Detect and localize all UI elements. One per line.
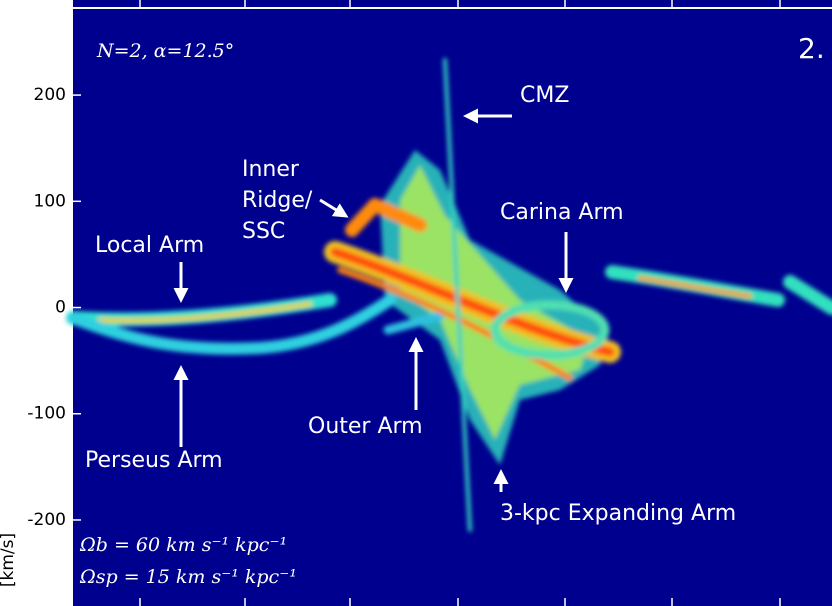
y-tick-label: -100	[27, 404, 66, 424]
y-tick-label: 0	[55, 298, 66, 318]
y-tick-label: 200	[34, 85, 66, 105]
y-tick-label: 100	[34, 191, 66, 211]
chart: [km/s] N=2, α=12.5° 2. CMZ Inner Ridge/ …	[0, 0, 832, 606]
panel-label: 2.	[798, 32, 825, 65]
pattern-speed: Ωb = 60 km s⁻¹ kpc⁻¹	[79, 534, 287, 556]
annotation: CMZ	[520, 83, 569, 108]
annotation: Carina Arm	[500, 200, 624, 225]
y-tick-label: -200	[27, 510, 66, 530]
annotation: Ridge/	[242, 188, 313, 213]
model-params: N=2, α=12.5°	[96, 40, 234, 62]
annotation: SSC	[242, 219, 285, 244]
annotation: Outer Arm	[308, 414, 423, 439]
annotation: Inner	[242, 157, 300, 182]
y-axis-label: [km/s]	[0, 533, 18, 587]
annotation: Local Arm	[95, 233, 204, 258]
annotation: Perseus Arm	[85, 448, 223, 473]
annotation: 3-kpc Expanding Arm	[500, 501, 736, 526]
pattern-speed: Ωsp = 15 km s⁻¹ kpc⁻¹	[79, 566, 297, 588]
